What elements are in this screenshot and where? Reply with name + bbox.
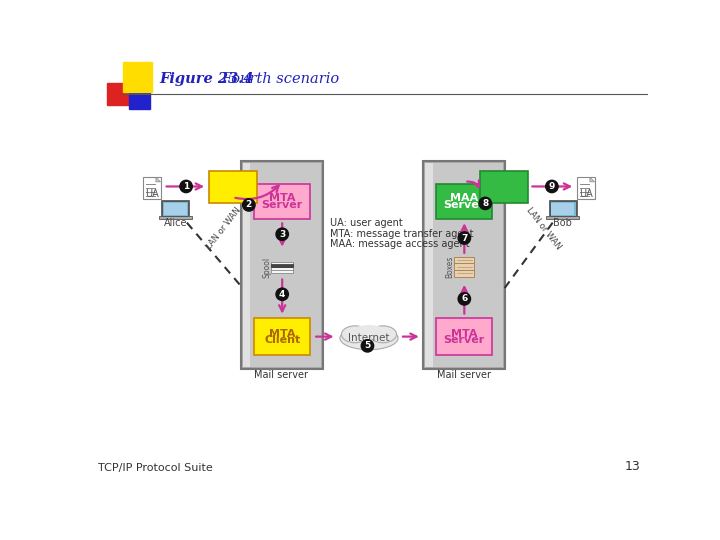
Bar <box>251 163 321 367</box>
Polygon shape <box>590 177 595 182</box>
Text: Mail server: Mail server <box>436 370 490 380</box>
Text: Bob: Bob <box>553 219 572 228</box>
Bar <box>159 217 192 219</box>
Bar <box>107 83 132 105</box>
Text: 2: 2 <box>246 200 252 210</box>
Circle shape <box>546 180 558 193</box>
Bar <box>454 271 474 276</box>
Bar <box>546 217 579 219</box>
Circle shape <box>361 340 374 352</box>
Ellipse shape <box>351 325 387 339</box>
Text: 6: 6 <box>462 294 467 303</box>
Text: Server: Server <box>444 200 485 210</box>
Bar <box>436 318 492 355</box>
Bar <box>436 184 492 219</box>
Text: 13: 13 <box>624 460 640 473</box>
Bar <box>254 318 310 355</box>
Bar <box>454 256 474 262</box>
Bar <box>549 200 577 217</box>
Text: UA: UA <box>579 189 593 199</box>
Text: Boxes: Boxes <box>445 255 454 278</box>
Circle shape <box>479 197 492 210</box>
Bar <box>143 177 161 199</box>
Text: 1: 1 <box>183 182 189 191</box>
Circle shape <box>276 288 289 300</box>
Bar <box>577 177 595 199</box>
Bar <box>243 163 251 367</box>
Text: LAN or WAN: LAN or WAN <box>524 206 562 252</box>
Text: UA: user agent: UA: user agent <box>330 219 403 228</box>
Bar <box>271 262 293 267</box>
Ellipse shape <box>369 326 397 343</box>
Bar <box>241 161 323 369</box>
Circle shape <box>180 180 192 193</box>
Bar <box>209 171 256 204</box>
Text: 3: 3 <box>279 230 285 239</box>
Bar <box>161 200 189 217</box>
Text: Spool: Spool <box>262 256 271 278</box>
Text: MTA: message transfer agent: MTA: message transfer agent <box>330 228 474 239</box>
Bar <box>271 265 293 269</box>
Text: TCP/IP Protocol Suite: TCP/IP Protocol Suite <box>98 463 212 473</box>
Bar <box>480 171 528 204</box>
Text: Mail server: Mail server <box>254 370 308 380</box>
Bar <box>454 264 474 269</box>
Text: 5: 5 <box>364 341 371 350</box>
Text: Client: Client <box>213 185 252 198</box>
Ellipse shape <box>340 327 398 350</box>
Text: MTA: MTA <box>451 328 477 339</box>
Text: MAA: MAA <box>450 193 479 204</box>
Bar <box>162 201 189 217</box>
Circle shape <box>458 293 471 305</box>
Bar <box>423 161 505 369</box>
Text: Internet: Internet <box>348 333 390 343</box>
Text: UA: UA <box>145 189 159 199</box>
Text: Alice: Alice <box>163 219 187 228</box>
Text: MAA: MAA <box>489 178 519 191</box>
Text: MAA: message access agent: MAA: message access agent <box>330 239 470 248</box>
Polygon shape <box>156 177 161 182</box>
Bar <box>425 163 433 367</box>
Bar <box>129 91 150 110</box>
Bar <box>254 184 310 219</box>
Text: 9: 9 <box>549 182 555 191</box>
Circle shape <box>276 228 289 240</box>
Text: MTA: MTA <box>269 328 295 339</box>
Bar <box>122 63 152 92</box>
Bar <box>433 163 503 367</box>
Text: MTA: MTA <box>219 178 247 191</box>
Bar <box>271 264 293 267</box>
Text: Fourth scenario: Fourth scenario <box>208 72 339 86</box>
Text: Client: Client <box>264 335 300 346</box>
Text: Figure 23.4: Figure 23.4 <box>160 72 254 86</box>
Text: LAN or WAN: LAN or WAN <box>204 206 243 252</box>
Text: Server: Server <box>444 335 485 346</box>
Circle shape <box>243 199 255 211</box>
Text: Server: Server <box>261 200 303 210</box>
Bar <box>163 202 187 215</box>
Text: Client: Client <box>485 185 523 198</box>
Bar <box>549 201 576 217</box>
Bar <box>551 202 575 215</box>
Text: 8: 8 <box>482 199 488 208</box>
Circle shape <box>458 232 471 244</box>
Text: 7: 7 <box>461 233 467 242</box>
Text: 4: 4 <box>279 290 285 299</box>
Text: MTA: MTA <box>269 193 295 204</box>
Bar <box>271 268 293 273</box>
Ellipse shape <box>341 326 369 343</box>
